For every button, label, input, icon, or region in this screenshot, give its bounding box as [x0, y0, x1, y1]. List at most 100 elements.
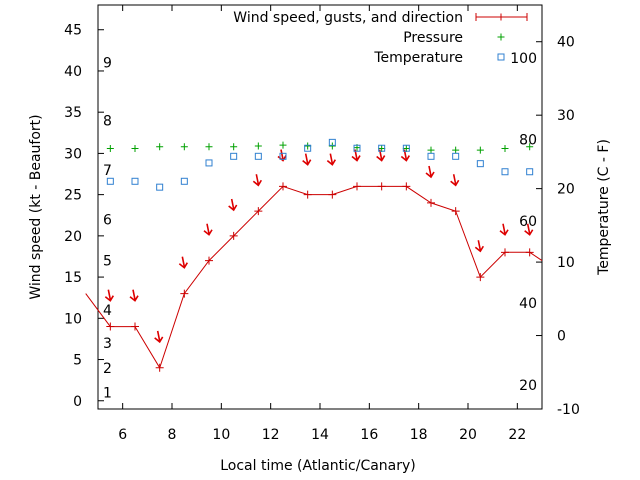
pressure-point	[254, 142, 262, 150]
temperature-point	[476, 160, 484, 168]
x-tick-label-8: 8	[168, 427, 177, 443]
direction-arrow	[450, 174, 460, 187]
temperature-point	[501, 168, 509, 176]
temperature-point	[304, 144, 312, 152]
wind-point	[427, 198, 435, 207]
wind-line	[85, 185, 543, 369]
x-tick-label-20: 20	[459, 427, 477, 443]
direction-arrow	[252, 174, 263, 187]
temperature-point	[156, 183, 164, 191]
wind-point	[155, 363, 164, 372]
axis-ticks: 6 8 10 12 14 16 18 20 22051015202530354045-10010…	[64, 5, 580, 443]
legend: Wind speed, gusts, and direction Pressur…	[233, 10, 528, 66]
direction-arrow	[302, 153, 312, 166]
x-tick-label-22: 22	[508, 427, 526, 443]
y-tick-label-40: 40	[64, 64, 82, 80]
direction-arrow	[203, 223, 213, 236]
beaufort-label-6: 6	[103, 212, 112, 228]
beaufort-label-2: 2	[103, 361, 112, 377]
wind-point	[229, 231, 238, 240]
wind-point	[501, 248, 509, 257]
beaufort-label-4: 4	[103, 303, 112, 319]
data-marks	[85, 138, 543, 372]
x-tick-label-10: 10	[212, 427, 230, 443]
temperature-point	[378, 144, 386, 152]
temperature-point	[402, 144, 410, 152]
direction-arrow	[104, 289, 115, 302]
pressure-point	[501, 144, 509, 152]
direction-arrow	[499, 223, 509, 236]
wind-point	[476, 273, 485, 282]
direction-arrow	[524, 223, 534, 236]
temperature-point	[230, 152, 238, 160]
pressure-point	[131, 144, 139, 152]
pressure-point	[304, 142, 312, 150]
fahrenheit-label-40: 40	[519, 296, 537, 312]
legend-label-temperature: Temperature	[373, 50, 463, 66]
direction-arrow	[326, 153, 337, 166]
temperature-point	[452, 152, 460, 160]
temperature-point	[180, 177, 188, 185]
temperature-point	[254, 152, 262, 160]
y2-tick-label-30: 30	[557, 108, 575, 124]
y2-tick-label-40: 40	[557, 35, 575, 51]
temperature-point	[427, 152, 435, 160]
x-tick-label-12: 12	[262, 427, 280, 443]
pressure-point	[156, 143, 164, 151]
beaufort-label-1: 1	[103, 386, 112, 402]
y-tick-label-10: 10	[64, 311, 82, 327]
x-tick-label-6: 6	[118, 427, 127, 443]
direction-arrow	[154, 330, 164, 344]
legend-sample-pressure	[497, 33, 505, 41]
pressure-point	[526, 143, 534, 151]
direction-arrow	[129, 289, 139, 302]
wind-point	[131, 322, 139, 331]
temperature-point	[526, 168, 534, 176]
temperature-point	[106, 177, 114, 185]
direction-arrow	[178, 256, 189, 269]
y2-axis-label: Temperature (C - F)	[596, 139, 612, 276]
y-tick-label-0: 0	[73, 394, 82, 410]
beaufort-label-5: 5	[103, 254, 112, 270]
legend-sample-wind-point	[497, 13, 505, 21]
y2-tick-label-0: 0	[557, 329, 566, 345]
y-tick-label-45: 45	[64, 23, 82, 39]
plot-frame	[97, 4, 543, 410]
wind-point	[377, 182, 386, 191]
legend-label-wind: Wind speed, gusts, and direction	[233, 10, 463, 26]
pressure-point	[205, 143, 213, 151]
y2-tick-label--10: -10	[557, 402, 580, 418]
fahrenheit-label-20: 20	[519, 378, 537, 394]
y-tick-label-30: 30	[64, 146, 82, 162]
y-tick-label-15: 15	[64, 270, 82, 286]
wind-point	[328, 190, 337, 199]
series-temperature	[106, 138, 534, 191]
x-tick-label-18: 18	[410, 427, 428, 443]
pressure-point	[452, 146, 460, 154]
wind-point	[279, 182, 287, 191]
y-axis-label: Wind speed (kt - Beaufort)	[28, 114, 44, 299]
wind-point	[303, 190, 312, 199]
wind-point	[205, 256, 213, 265]
y-tick-label-35: 35	[64, 105, 82, 121]
y2-tick-label-10: 10	[557, 255, 575, 271]
temperature-point	[131, 177, 139, 185]
pressure-point	[427, 146, 435, 154]
pressure-point	[106, 144, 114, 152]
beaufort-label-9: 9	[103, 56, 112, 72]
x-axis-label: Local time (Atlantic/Canary)	[220, 458, 416, 474]
beaufort-scale: 1 2 3 4 5 6 7 8 9	[103, 56, 112, 402]
pressure-point	[328, 142, 336, 150]
wind-point	[106, 322, 115, 331]
temperature-point	[279, 152, 287, 160]
x-tick-label-16: 16	[360, 427, 378, 443]
wind-point	[180, 289, 189, 298]
direction-arrow	[228, 198, 238, 212]
direction-arrow	[474, 240, 485, 253]
pressure-point	[476, 146, 484, 154]
y-tick-label-5: 5	[73, 353, 82, 369]
beaufort-label-7: 7	[103, 163, 112, 179]
temperature-point	[205, 159, 213, 167]
y-tick-label-20: 20	[64, 229, 82, 245]
